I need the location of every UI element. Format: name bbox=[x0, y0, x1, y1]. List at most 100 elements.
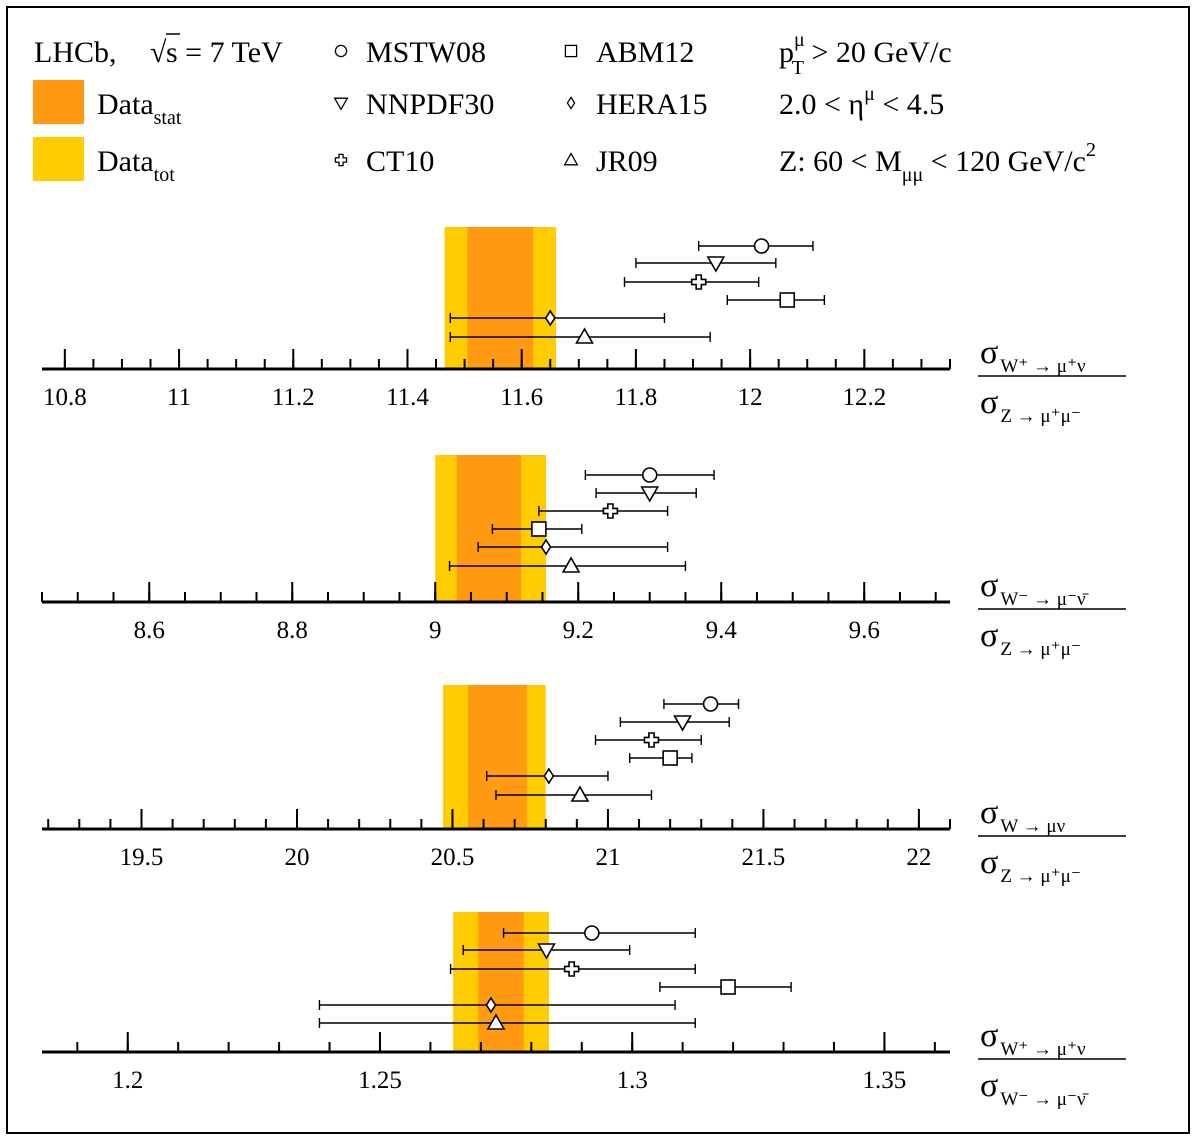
tick-label: 10.8 bbox=[43, 384, 87, 411]
cross-marker bbox=[563, 961, 580, 977]
pdf-prediction-diamond bbox=[485, 767, 609, 785]
diamond-marker bbox=[540, 538, 552, 556]
energy-expression: s = 7 TeV bbox=[166, 36, 283, 69]
ratio-numerator: σ W⁻ → μ⁻ν̄ bbox=[980, 567, 1089, 610]
legend-label: MSTW08 bbox=[366, 36, 486, 69]
data-stat-band bbox=[468, 685, 528, 829]
tick-label: 1.25 bbox=[358, 1067, 402, 1094]
tick-label: 8.6 bbox=[134, 617, 165, 644]
ratio-label: σ W⁺ → μ⁺ν σ Z → μ⁺μ⁻ bbox=[978, 334, 1126, 427]
pdf-prediction-square bbox=[629, 750, 693, 766]
triangle-down-marker bbox=[673, 715, 692, 732]
ratio-numerator: σ W⁺ → μ⁺ν bbox=[980, 1017, 1086, 1060]
tick-label: 1.3 bbox=[617, 1067, 648, 1094]
ratio-label: σ W⁺ → μ⁺ν σ W⁻ → μ⁻ν̄ bbox=[978, 1017, 1126, 1110]
data-stat-swatch bbox=[33, 80, 84, 124]
legend-entry-ct10: CT10 bbox=[334, 145, 434, 178]
pdf-prediction-triangle-down bbox=[462, 943, 631, 960]
triangle-up-marker bbox=[486, 1013, 506, 1030]
triangle-down-icon bbox=[333, 97, 349, 111]
figure-frame bbox=[6, 6, 1190, 1134]
ratio-denominator: σ W⁻ → μ⁻ν̄ bbox=[980, 1067, 1089, 1110]
diamond-marker bbox=[485, 996, 497, 1014]
eta-cut-label: 2.0 < ημ < 4.5 bbox=[779, 83, 944, 121]
ratio-panel-3: 19.5 20 20.5 21 21.5 22 σ W → μν σ Z → μ⁺μ⁻ bbox=[42, 685, 1126, 887]
square-icon bbox=[564, 44, 578, 58]
tick-label: 9.6 bbox=[849, 617, 880, 644]
data-tot-label: Datatot bbox=[97, 145, 175, 186]
square-marker bbox=[531, 521, 547, 537]
pt-cut-label: pμ T > 20 GeV/c bbox=[779, 29, 952, 79]
pdf-prediction-triangle-up bbox=[448, 556, 687, 573]
square-marker bbox=[662, 750, 678, 766]
tick-label: 1.2 bbox=[112, 1067, 143, 1094]
pdf-prediction-cross bbox=[449, 961, 696, 977]
triangle-down-marker bbox=[640, 486, 660, 503]
tick-label: 11 bbox=[167, 384, 191, 411]
cross-icon bbox=[334, 153, 348, 167]
circle-marker bbox=[702, 696, 719, 712]
tick-label: 11.6 bbox=[500, 384, 543, 411]
circle-marker bbox=[753, 238, 770, 254]
tick-label: 11.2 bbox=[272, 384, 315, 411]
ratio-panel-2: 8.6 8.8 9 9.2 9.4 9.6 σ W⁻ → μ⁻ν̄ σ Z → μ⁺μ⁻ bbox=[41, 455, 1126, 660]
pdf-prediction-circle bbox=[698, 238, 814, 254]
legend-label: CT10 bbox=[366, 145, 434, 178]
triangle-up-icon bbox=[563, 152, 579, 166]
triangle-up-marker bbox=[575, 327, 594, 344]
legend-label: ABM12 bbox=[596, 36, 694, 69]
legend-entry-hera15: HERA15 bbox=[566, 88, 708, 121]
diamond-marker bbox=[544, 309, 556, 327]
triangle-down-marker bbox=[706, 256, 726, 273]
tick-label: 22 bbox=[906, 844, 931, 871]
triangle-up-marker bbox=[561, 556, 581, 573]
tick-label: 9.2 bbox=[563, 617, 594, 644]
data-stat-band bbox=[467, 227, 534, 369]
data-tot-swatch bbox=[33, 137, 84, 181]
cross-marker bbox=[643, 732, 660, 748]
legend: LHCb, √ s = 7 TeV Datastat Datatot MSTW0… bbox=[33, 29, 1096, 186]
tick-label: 12 bbox=[738, 384, 763, 411]
experiment-label: LHCb, bbox=[34, 36, 117, 69]
pdf-prediction-cross bbox=[538, 503, 669, 519]
pdf-prediction-square bbox=[726, 292, 826, 308]
cross-marker bbox=[602, 503, 619, 519]
pdf-prediction-circle bbox=[663, 696, 740, 712]
tick-label: 11.8 bbox=[614, 384, 657, 411]
data-stat-label: Datastat bbox=[97, 88, 182, 129]
ratio-panel-1: 10.8 11 11.2 11.4 11.6 11.8 12 12.2 σ W⁺ → μ⁺ν σ Z … bbox=[42, 227, 1126, 427]
legend-label: JR09 bbox=[596, 145, 658, 178]
legend-label: HERA15 bbox=[596, 88, 708, 121]
sqrt-symbol: √ bbox=[150, 36, 167, 69]
pdf-prediction-circle bbox=[502, 925, 696, 941]
pdf-prediction-triangle-up bbox=[318, 1013, 696, 1030]
tick-label: 9.4 bbox=[706, 617, 738, 644]
pdf-prediction-triangle-up bbox=[495, 785, 653, 802]
tick-label: 9 bbox=[429, 617, 442, 644]
circle-marker bbox=[584, 925, 600, 941]
tick-label: 19.5 bbox=[120, 844, 164, 871]
legend-entry-nnpdf30: NNPDF30 bbox=[333, 88, 494, 121]
tick-label: 20 bbox=[284, 844, 309, 871]
square-marker bbox=[720, 979, 736, 995]
pdf-prediction-diamond bbox=[318, 996, 676, 1014]
tick-label: 11.4 bbox=[386, 384, 429, 411]
circle-icon bbox=[334, 44, 348, 58]
tick-label: 8.8 bbox=[277, 617, 308, 644]
tick-label: 21.5 bbox=[742, 844, 786, 871]
diamond-icon bbox=[566, 96, 576, 110]
pdf-prediction-cross bbox=[623, 274, 760, 290]
pdf-prediction-triangle-down bbox=[595, 486, 697, 503]
pdf-prediction-diamond bbox=[449, 309, 666, 327]
pdf-prediction-square bbox=[491, 521, 583, 537]
pdf-prediction-triangle-up bbox=[449, 327, 711, 344]
pdf-prediction-circle bbox=[584, 467, 715, 483]
ratio-panel-4: 1.2 1.25 1.3 1.35 σ W⁺ → μ⁺ν σ W⁻ → μ⁻ν̄ bbox=[42, 912, 1126, 1110]
pdf-prediction-triangle-down bbox=[619, 715, 730, 732]
